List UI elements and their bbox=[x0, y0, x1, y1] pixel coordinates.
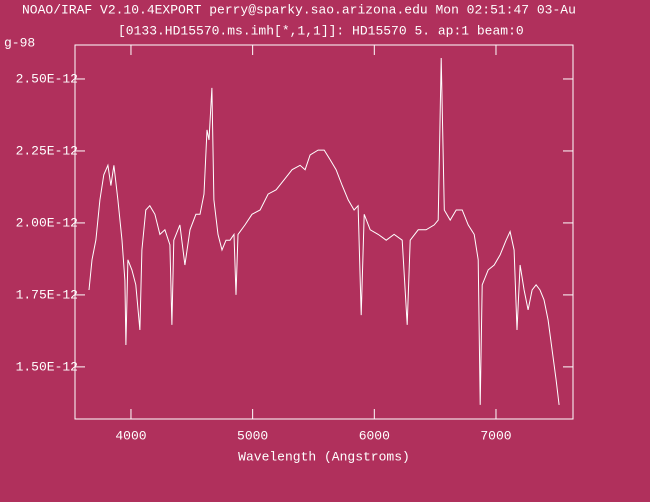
chart-title: NOAO/IRAF V2.10.4EXPORT perry@sparky.sao… bbox=[22, 2, 576, 17]
x-tick-label: 7000 bbox=[480, 428, 511, 443]
x-tick-label: 5000 bbox=[237, 428, 268, 443]
spectrum-line bbox=[88, 57, 560, 405]
x-tick-label: 6000 bbox=[359, 428, 390, 443]
x-tick-label: 4000 bbox=[115, 428, 146, 443]
plot-frame bbox=[74, 44, 574, 420]
y-tick-label: 1.75E-12 bbox=[16, 287, 78, 302]
y-tick-label: 2.50E-12 bbox=[16, 71, 78, 86]
x-axis-label: Wavelength (Angstroms) bbox=[238, 449, 410, 464]
y-tick-label: 2.25E-12 bbox=[16, 143, 78, 158]
y-tick-label: 1.50E-12 bbox=[16, 359, 78, 374]
y-axis-label: g-98 bbox=[4, 35, 35, 50]
chart-subtitle: [0133.HD15570.ms.imh[*,1,1]]: HD15570 5.… bbox=[118, 23, 524, 38]
y-tick-label: 2.00E-12 bbox=[16, 215, 78, 230]
